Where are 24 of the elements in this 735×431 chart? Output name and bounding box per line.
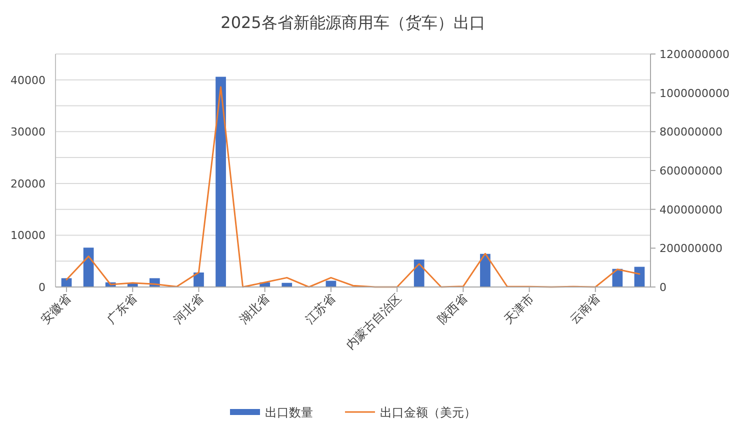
x-tick-label: 内蒙古自治区: [343, 291, 404, 352]
x-tick-label: 河北省: [170, 291, 206, 327]
legend-label: 出口数量: [265, 406, 313, 420]
x-tick-label: 广东省: [104, 291, 140, 327]
x-tick-label: 江苏省: [302, 291, 338, 327]
y2-tick-label: 800000000: [660, 126, 722, 139]
x-tick-label: 陕西省: [434, 291, 470, 327]
y2-tick-label: 600000000: [660, 164, 722, 178]
y2-tick-label: 1000000000: [660, 86, 730, 100]
y-tick-label: 20000: [10, 177, 46, 190]
x-tick-label: 天津市: [501, 291, 536, 327]
y-tick-label: 40000: [10, 74, 46, 87]
y2-tick-label: 200000000: [660, 242, 722, 256]
y-tick-label: 0: [38, 281, 46, 294]
y2-tick-label: 0: [660, 281, 666, 294]
y-tick-label: 30000: [10, 126, 46, 139]
x-tick-label: 安徽省: [38, 291, 74, 327]
chart-title: 2025各省新能源商用车（货车）出口: [220, 13, 486, 32]
y-tick-label: 10000: [10, 229, 46, 242]
x-tick-label: 云南省: [567, 291, 603, 327]
legend-label: 出口金额（美元）: [380, 406, 476, 420]
y2-tick-label: 1200000000: [660, 48, 730, 61]
y2-tick-label: 400000000: [660, 203, 722, 216]
x-tick-label: 湖北省: [236, 291, 272, 327]
